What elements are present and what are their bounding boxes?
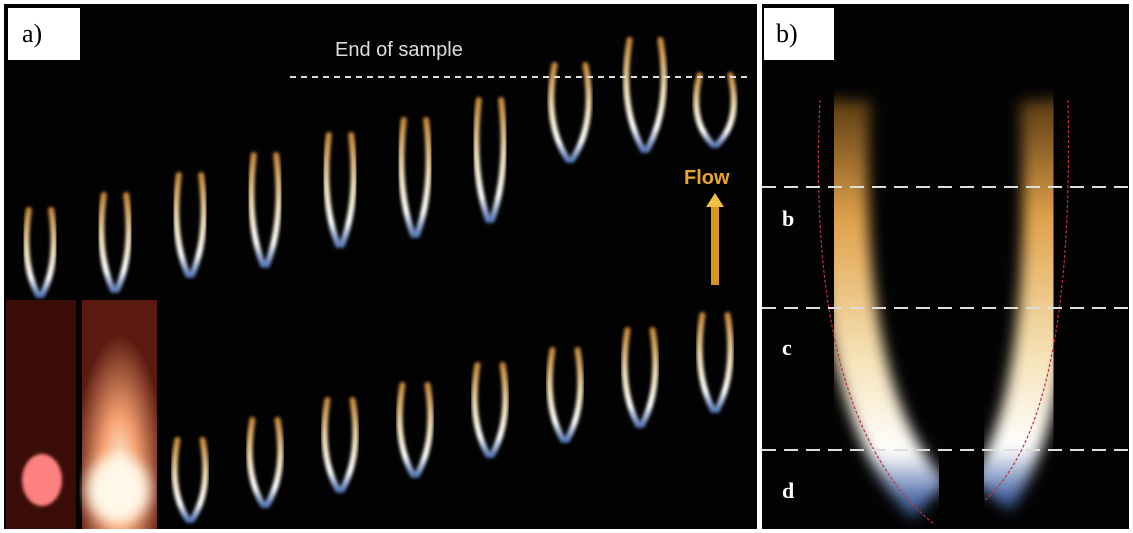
arrow — [711, 205, 719, 285]
flame — [86, 456, 150, 524]
zone-label: c — [782, 335, 792, 360]
zone-label: b — [782, 206, 794, 231]
figure: End of sample Flow a) b c d b) — [0, 0, 1133, 533]
flame — [22, 454, 62, 506]
annotation: Flow — [684, 167, 730, 189]
zone-label: d — [782, 478, 794, 503]
label-box — [8, 8, 80, 60]
label-box — [764, 8, 834, 60]
panel-label: a) — [22, 19, 42, 48]
panel-label: b) — [776, 19, 798, 48]
annotation: End of sample — [335, 39, 463, 61]
